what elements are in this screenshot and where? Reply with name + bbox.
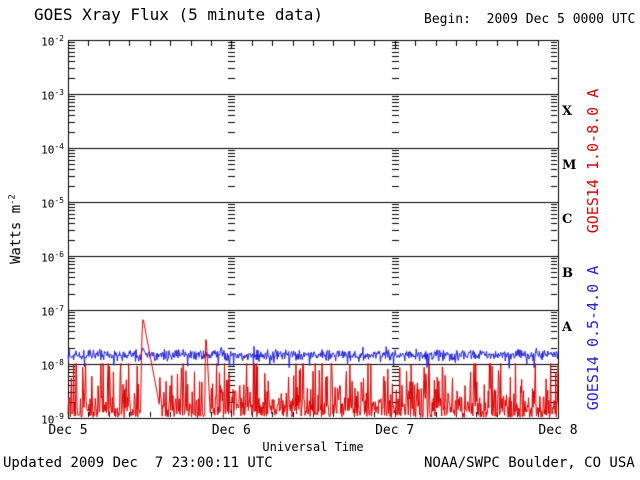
chart-title: GOES Xray Flux (5 minute data)	[34, 5, 323, 24]
legend-goes14-short-band: GOES14 0.5-4.0 A	[584, 265, 602, 411]
legend-goes14-long-band: GOES14 1.0-8.0 A	[584, 88, 602, 234]
y-axis-label: Watts m-2	[7, 194, 25, 264]
begin-time-label: Begin: 2009 Dec 5 0000 UTC	[424, 12, 636, 27]
updated-timestamp: Updated 2009 Dec 7 23:00:11 UTC	[3, 455, 273, 471]
source-attribution: NOAA/SWPC Boulder, CO USA	[424, 455, 635, 471]
x-axis-label: Universal Time	[262, 440, 364, 454]
